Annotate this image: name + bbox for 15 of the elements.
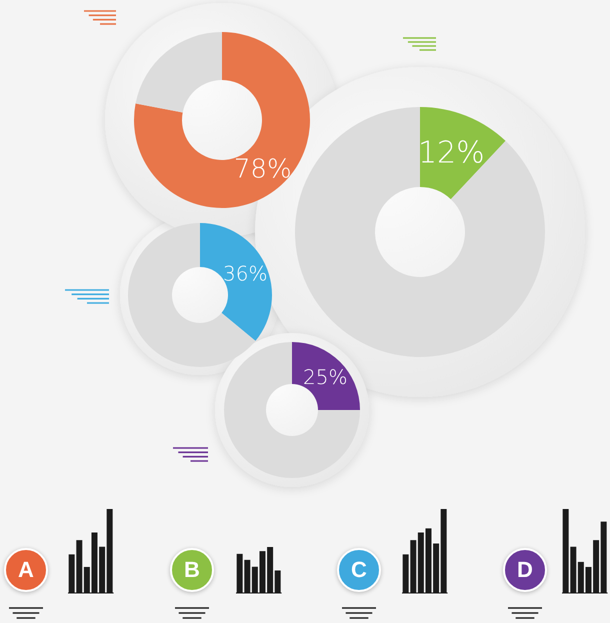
donut-slice xyxy=(136,32,222,113)
circle-badge: D xyxy=(503,548,547,592)
donut-slice xyxy=(420,107,506,200)
circle-badge: B xyxy=(170,548,214,592)
donut-slice xyxy=(200,223,272,341)
data-label: 12% xyxy=(418,135,485,170)
donut-slice xyxy=(224,342,360,478)
donut-slice xyxy=(134,32,310,208)
data-label: 25% xyxy=(303,364,348,389)
donut-slice xyxy=(292,342,360,410)
circle-badge: C xyxy=(337,548,381,592)
donut-slice xyxy=(295,107,545,357)
circle-badge: A xyxy=(4,548,48,592)
data-label: 36% xyxy=(223,262,268,286)
data-label: 78% xyxy=(234,154,292,184)
